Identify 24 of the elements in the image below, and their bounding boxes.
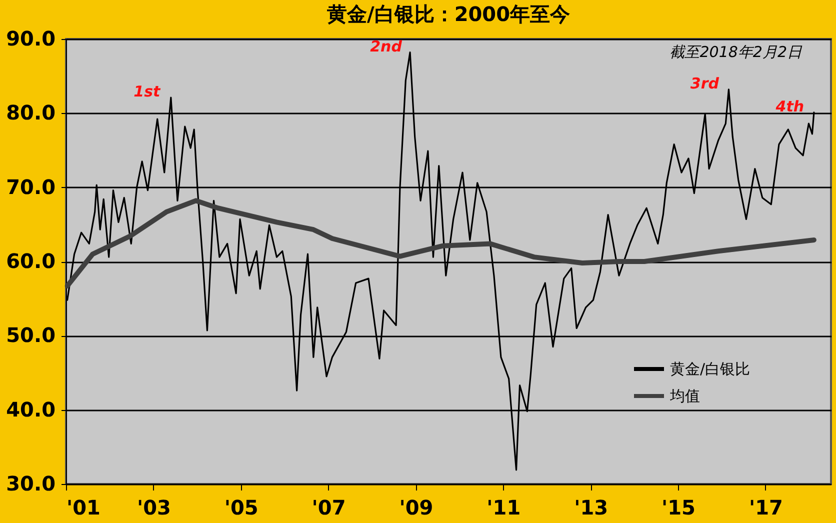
annotation: 2nd — [370, 37, 402, 56]
annotation: 4th — [774, 97, 804, 116]
y-tick-label: 70.0 — [6, 174, 56, 199]
y-tick-label: 50.0 — [6, 323, 56, 348]
x-tick-label: '15 — [662, 496, 696, 520]
x-tick-label: '17 — [748, 496, 783, 520]
y-tick-label: 90.0 — [6, 26, 56, 50]
annotation: 1st — [134, 82, 162, 101]
x-tick-label: '01 — [66, 496, 100, 520]
x-tick-label: '11 — [486, 496, 521, 520]
legend-label: 均值 — [669, 387, 700, 405]
x-tick-label: '03 — [136, 496, 171, 520]
x-tick-label: '13 — [574, 496, 608, 520]
chart-title: 黄金/白银比：2000年至今 — [326, 2, 570, 26]
x-tick-label: '09 — [399, 496, 434, 520]
legend-label: 黄金/白银比 — [670, 360, 750, 378]
x-tick-label: '05 — [224, 496, 258, 520]
y-tick-label: 40.0 — [6, 397, 56, 422]
annotation: 截至2018年2月2日 — [670, 43, 803, 61]
y-tick-label: 80.0 — [6, 100, 56, 125]
annotation: 3rd — [690, 74, 720, 92]
y-tick-label: 30.0 — [6, 472, 56, 496]
x-tick-label: '07 — [312, 496, 346, 520]
y-tick-label: 60.0 — [6, 249, 56, 273]
